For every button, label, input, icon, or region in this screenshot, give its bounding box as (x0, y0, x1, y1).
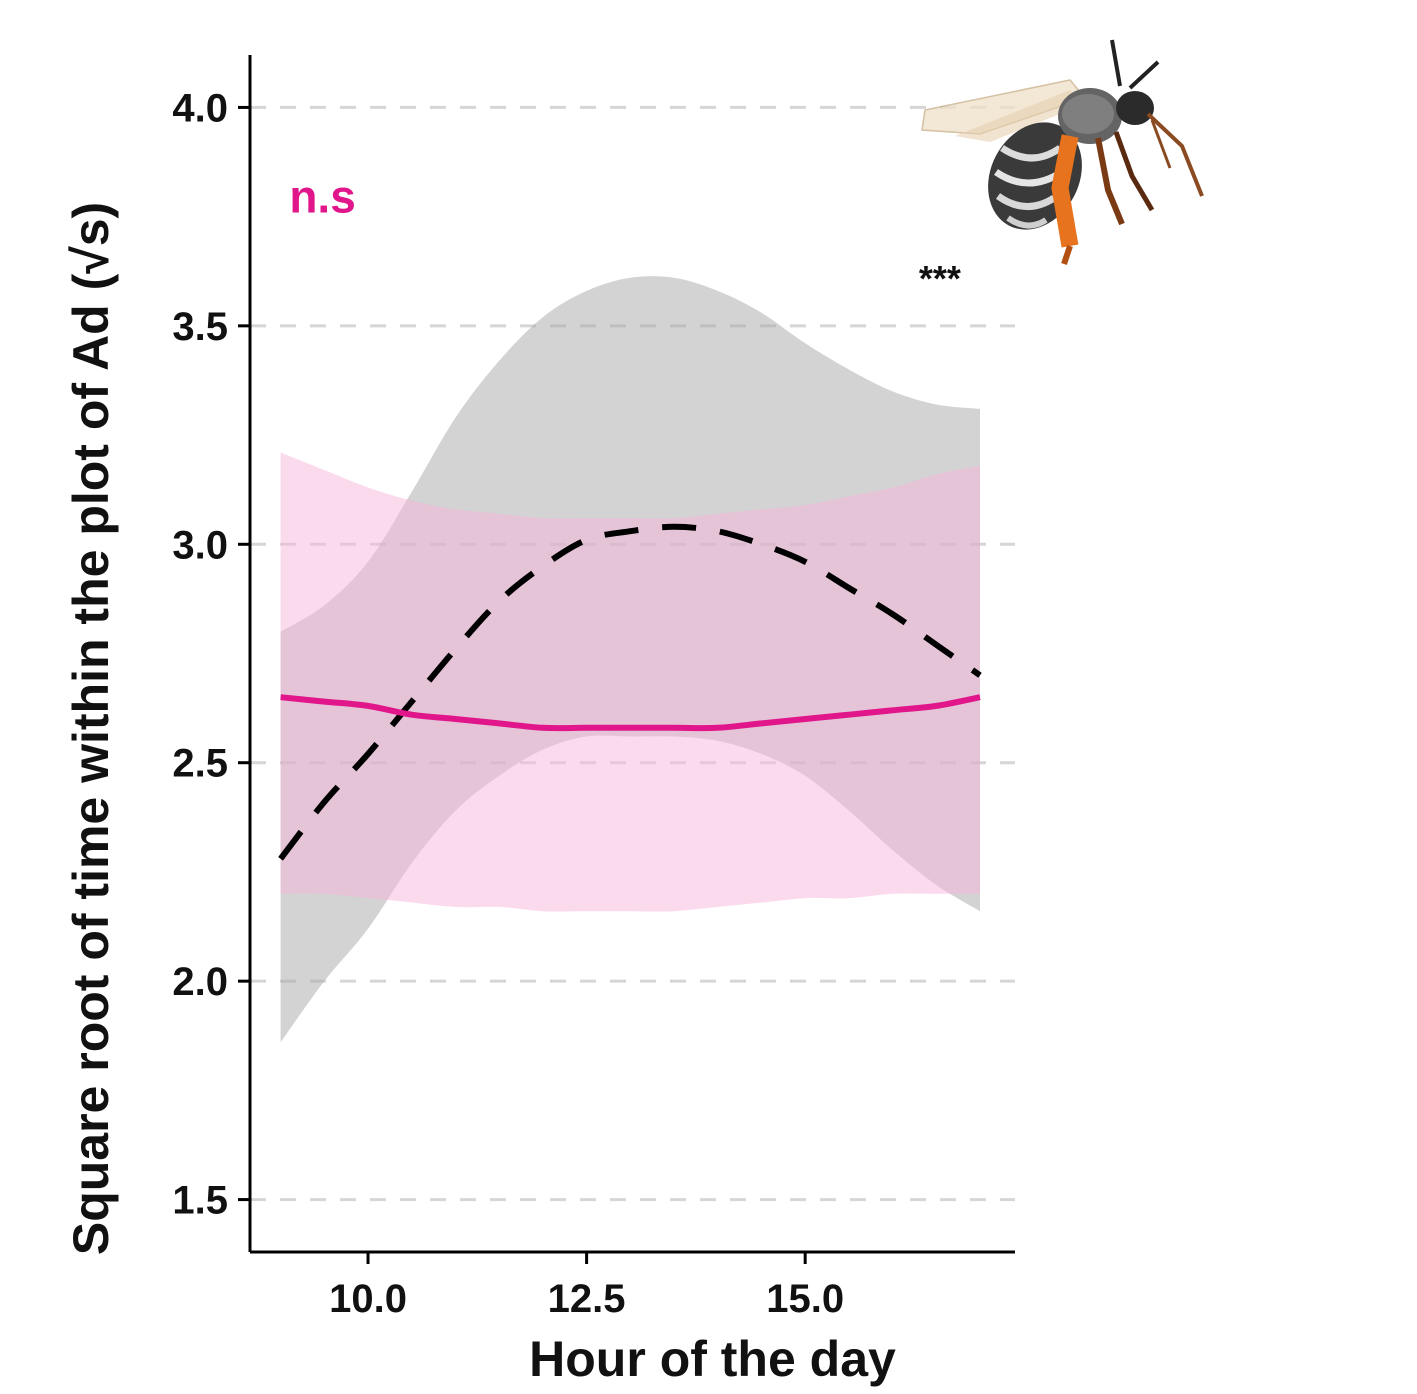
y-tick-label: 4.0 (172, 86, 228, 130)
y-tick-label: 3.0 (172, 523, 228, 567)
series-line (278, 523, 982, 861)
ticks (238, 105, 807, 1264)
y-tick-label: 3.5 (172, 305, 228, 349)
x-tick-label: 12.5 (548, 1277, 626, 1321)
tick-labels: 1.5 2.0 2.5 3.0 3.5 4.0 10.0 12.5 15.0 (172, 86, 844, 1321)
y-tick-label: 1.5 (172, 1179, 228, 1223)
y-axis-title: Square root of time within the plot of A… (63, 202, 119, 1255)
confidence-band (280, 452, 981, 912)
series-line (280, 694, 981, 732)
x-tick-label: 10.0 (329, 1277, 407, 1321)
x-tick-label: 15.0 (766, 1277, 844, 1321)
bee-icon (921, 39, 1204, 265)
confidence-bands (280, 276, 981, 1043)
annotation-ns: n.s (289, 170, 355, 222)
annotation-significance: *** (919, 258, 961, 299)
series-lines (278, 523, 982, 861)
axes (248, 55, 1015, 1254)
y-tick-label: 2.0 (172, 960, 228, 1004)
x-axis-title: Hour of the day (529, 1331, 896, 1387)
y-tick-label: 2.5 (172, 742, 228, 786)
